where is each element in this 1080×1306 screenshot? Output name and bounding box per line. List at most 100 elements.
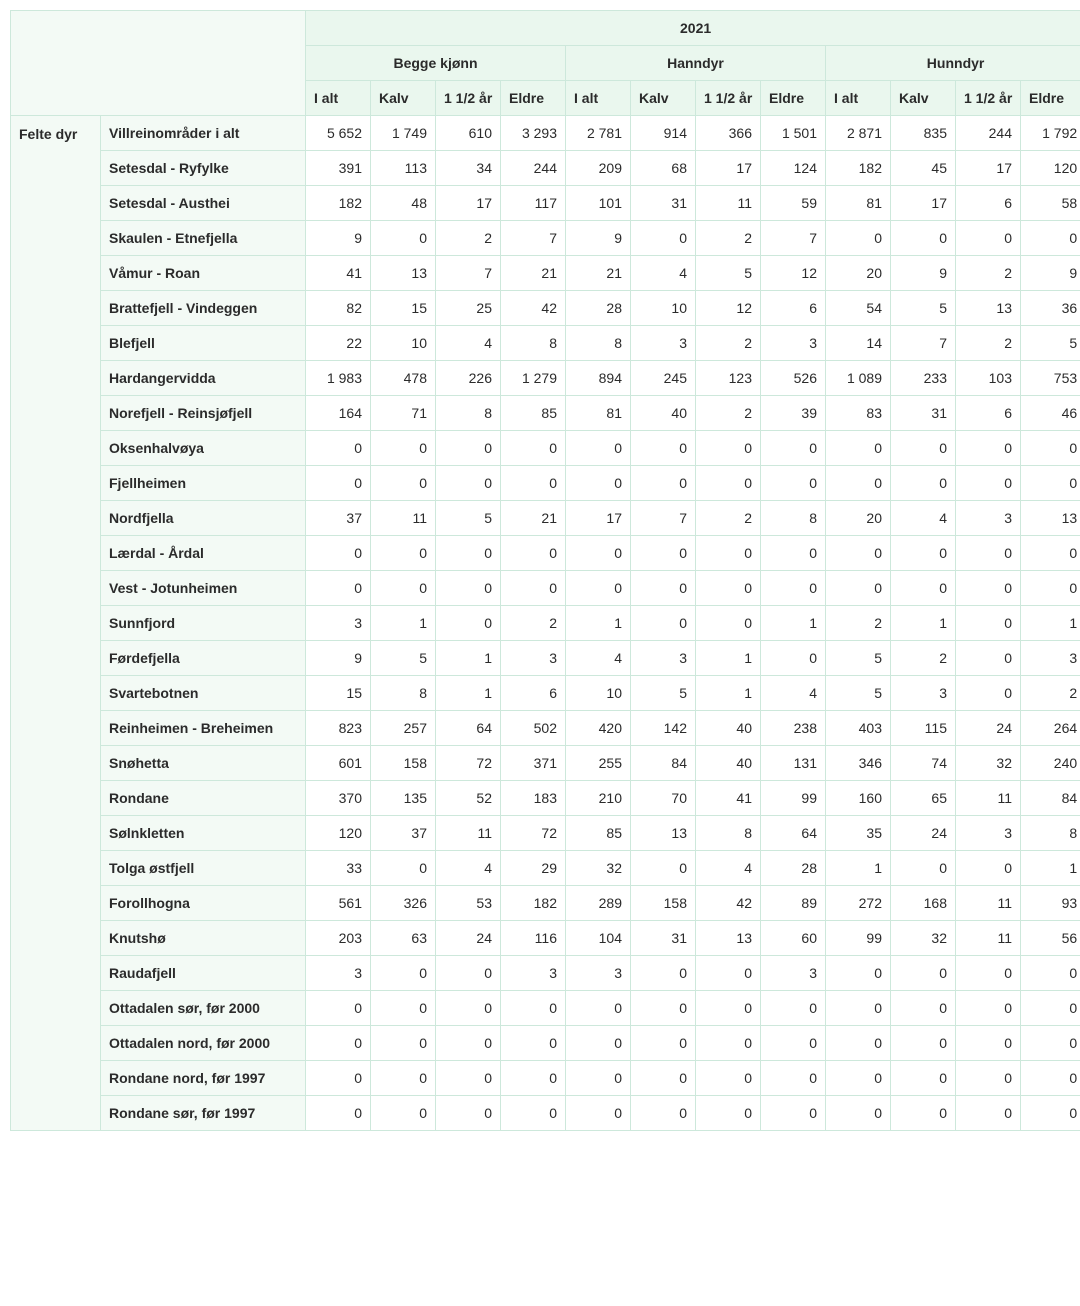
data-cell: 1 [436,641,501,676]
data-cell: 914 [631,116,696,151]
data-cell: 1 [696,676,761,711]
data-cell: 8 [1021,816,1080,851]
data-cell: 40 [696,711,761,746]
data-cell: 3 [761,326,826,361]
data-cell: 753 [1021,361,1080,396]
table-row: Setesdal - Ryfylke3911133424420968171241… [11,151,1080,186]
table-row: Rondane37013552183210704199160651184 [11,781,1080,816]
data-cell: 59 [761,186,826,221]
data-cell: 101 [566,186,631,221]
stub-category: Felte dyr [11,116,101,1131]
data-cell: 0 [436,991,501,1026]
table-row: Sunnfjord310210012101 [11,606,1080,641]
data-cell: 12 [761,256,826,291]
data-cell: 0 [696,431,761,466]
data-cell: 9 [891,256,956,291]
data-cell: 0 [371,1026,436,1061]
data-cell: 1 749 [371,116,436,151]
data-cell: 1 279 [501,361,566,396]
data-cell: 0 [631,1096,696,1131]
data-cell: 25 [436,291,501,326]
data-cell: 0 [891,991,956,1026]
data-cell: 32 [956,746,1021,781]
header-sub: Kalv [891,81,956,116]
data-cell: 0 [761,571,826,606]
data-cell: 0 [631,431,696,466]
data-cell: 255 [566,746,631,781]
data-cell: 37 [306,501,371,536]
data-cell: 17 [696,151,761,186]
data-cell: 131 [761,746,826,781]
data-cell: 210 [566,781,631,816]
data-cell: 5 [826,641,891,676]
data-cell: 0 [826,956,891,991]
row-label: Villreinområder i alt [101,116,306,151]
data-cell: 3 [566,956,631,991]
data-cell: 0 [566,1096,631,1131]
data-cell: 72 [436,746,501,781]
data-cell: 99 [761,781,826,816]
data-cell: 68 [631,151,696,186]
data-cell: 5 [436,501,501,536]
data-cell: 0 [891,1061,956,1096]
data-cell: 41 [696,781,761,816]
data-cell: 8 [436,396,501,431]
data-cell: 0 [631,536,696,571]
data-cell: 0 [826,536,891,571]
data-cell: 0 [956,536,1021,571]
table-row: Hardangervidda1 9834782261 2798942451235… [11,361,1080,396]
data-cell: 3 [891,676,956,711]
data-cell: 238 [761,711,826,746]
header-sub: I alt [306,81,371,116]
data-cell: 11 [956,781,1021,816]
data-cell: 46 [1021,396,1080,431]
header-sub: I alt [826,81,891,116]
data-cell: 0 [306,991,371,1026]
data-cell: 233 [891,361,956,396]
data-cell: 7 [761,221,826,256]
data-cell: 326 [371,886,436,921]
data-cell: 28 [566,291,631,326]
data-cell: 5 [696,256,761,291]
data-cell: 0 [371,991,436,1026]
row-label: Reinheimen - Breheimen [101,711,306,746]
row-label: Rondane sør, før 1997 [101,1096,306,1131]
data-cell: 894 [566,361,631,396]
data-cell: 0 [501,466,566,501]
data-cell: 3 [501,641,566,676]
data-cell: 3 [1021,641,1080,676]
data-cell: 10 [371,326,436,361]
data-cell: 164 [306,396,371,431]
data-cell: 0 [501,1026,566,1061]
data-cell: 85 [566,816,631,851]
row-label: Norefjell - Reinsjøfjell [101,396,306,431]
data-cell: 0 [696,571,761,606]
data-cell: 2 [826,606,891,641]
data-cell: 5 652 [306,116,371,151]
data-cell: 0 [891,956,956,991]
data-cell: 32 [891,921,956,956]
row-label: Blefjell [101,326,306,361]
data-cell: 10 [631,291,696,326]
data-cell: 2 781 [566,116,631,151]
table-row: Fjellheimen000000000000 [11,466,1080,501]
row-label: Forollhogna [101,886,306,921]
data-cell: 13 [1021,501,1080,536]
data-cell: 3 [631,326,696,361]
row-label: Nordfjella [101,501,306,536]
data-cell: 610 [436,116,501,151]
data-cell: 99 [826,921,891,956]
data-cell: 0 [566,1026,631,1061]
data-cell: 0 [826,571,891,606]
data-cell: 4 [891,501,956,536]
data-cell: 0 [566,571,631,606]
data-cell: 245 [631,361,696,396]
header-sub: Eldre [1021,81,1080,116]
data-cell: 6 [761,291,826,326]
data-cell: 0 [891,536,956,571]
data-cell: 0 [371,431,436,466]
header-sub: Eldre [761,81,826,116]
table-row: Reinheimen - Breheimen823257645024201424… [11,711,1080,746]
data-cell: 0 [1021,1061,1080,1096]
data-cell: 0 [956,466,1021,501]
